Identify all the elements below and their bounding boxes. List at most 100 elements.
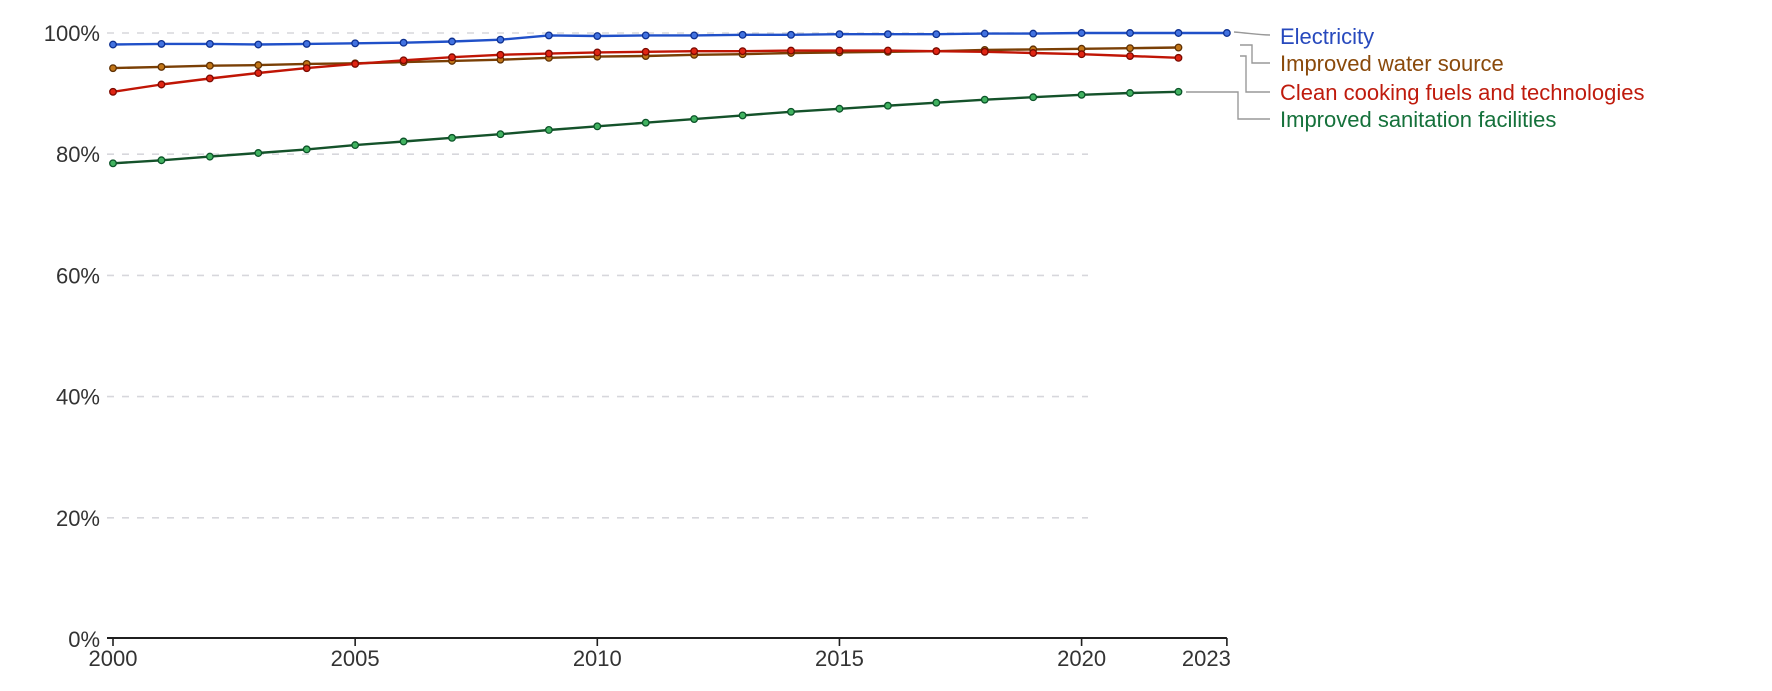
data-point-electricity-2019 [1029, 29, 1038, 38]
data-point-electricity-2014 [787, 30, 795, 39]
series-electricity [109, 29, 1231, 49]
data-point-sanitation-2015 [835, 104, 844, 113]
x-axis [107, 637, 1228, 646]
data-point-cooking-2003 [254, 69, 263, 77]
data-point-sanitation-2002 [205, 152, 214, 161]
x-tick-label-2020: 2020 [1057, 646, 1106, 671]
data-point-electricity-2021 [1126, 29, 1134, 37]
data-point-cooking-2005 [351, 59, 360, 68]
data-point-cooking-2011 [641, 47, 650, 56]
data-point-electricity-2001 [157, 39, 166, 48]
data-point-electricity-2013 [738, 30, 747, 39]
series-sanitation [109, 87, 1183, 168]
y-tick-label-100: 100% [44, 21, 100, 46]
data-point-sanitation-2018 [980, 95, 989, 104]
data-point-cooking-2000 [109, 87, 117, 96]
data-point-cooking-2020 [1077, 50, 1086, 59]
data-point-electricity-2022 [1174, 29, 1183, 37]
data-point-electricity-2023 [1222, 29, 1231, 37]
data-point-cooking-2015 [835, 46, 844, 55]
data-point-cooking-2008 [496, 50, 505, 59]
data-point-electricity-2020 [1077, 29, 1086, 37]
data-point-water-2022 [1174, 43, 1183, 52]
data-point-water-2003 [254, 61, 263, 70]
data-point-cooking-2021 [1126, 52, 1134, 60]
data-point-water-2001 [157, 62, 166, 71]
data-point-water-2002 [205, 61, 214, 70]
legend-label-improved-sanitation[interactable]: Improved sanitation facilities [1280, 107, 1557, 132]
data-point-cooking-2009 [544, 49, 553, 58]
connector-sanitation [1186, 91, 1270, 120]
data-point-sanitation-2022 [1174, 87, 1183, 96]
y-tick-label-0: 0% [68, 627, 100, 652]
data-point-sanitation-2011 [641, 118, 650, 127]
legend-label-clean-cooking-fuels[interactable]: Clean cooking fuels and technologies [1280, 80, 1645, 105]
data-point-cooking-2001 [157, 80, 166, 89]
data-point-sanitation-2014 [787, 107, 795, 116]
x-tick-label-2015: 2015 [815, 646, 864, 671]
data-point-electricity-2018 [980, 29, 989, 38]
data-point-water-2021 [1126, 44, 1134, 53]
data-point-electricity-2011 [641, 31, 650, 40]
legend-label-improved-water-source[interactable]: Improved water source [1280, 51, 1504, 76]
data-point-cooking-2012 [690, 47, 699, 56]
data-point-electricity-2000 [109, 40, 117, 49]
data-point-sanitation-2001 [157, 156, 166, 165]
data-point-electricity-2012 [690, 31, 699, 40]
data-point-sanitation-2008 [496, 130, 505, 139]
data-point-cooking-2007 [448, 53, 456, 62]
data-point-cooking-2019 [1029, 49, 1038, 57]
data-point-electricity-2016 [883, 30, 892, 39]
y-tick-label-40: 40% [56, 385, 100, 410]
data-point-electricity-2009 [544, 31, 553, 40]
data-point-sanitation-2004 [302, 145, 311, 154]
data-point-sanitation-2006 [399, 137, 408, 146]
data-point-sanitation-2016 [883, 101, 892, 110]
data-point-cooking-2002 [205, 74, 214, 83]
data-point-cooking-2022 [1174, 53, 1183, 62]
data-point-electricity-2007 [448, 37, 456, 46]
data-point-cooking-2006 [399, 56, 408, 65]
data-point-sanitation-2017 [932, 98, 941, 107]
data-point-sanitation-2012 [690, 115, 699, 124]
data-point-cooking-2004 [302, 64, 311, 73]
data-point-cooking-2018 [980, 47, 989, 56]
data-point-cooking-2014 [787, 46, 795, 55]
data-point-sanitation-2000 [109, 159, 117, 168]
data-point-sanitation-2019 [1029, 93, 1038, 102]
series-cooking [109, 46, 1183, 96]
x-axis-labels: 2000 2005 2010 2015 2020 2023 [89, 646, 1231, 671]
data-point-sanitation-2010 [593, 122, 602, 131]
data-point-water-2000 [109, 64, 117, 73]
x-tick-label-2005: 2005 [331, 646, 380, 671]
y-tick-label-20: 20% [56, 506, 100, 531]
y-axis-labels: 0% 20% 40% 60% 80% 100% [44, 21, 100, 652]
data-point-sanitation-2009 [544, 126, 553, 134]
connector-water [1240, 44, 1270, 64]
y-tick-label-60: 60% [56, 263, 100, 288]
connector-cooking [1240, 55, 1270, 93]
data-point-sanitation-2003 [254, 149, 263, 157]
data-point-cooking-2017 [932, 47, 941, 56]
data-point-sanitation-2021 [1126, 89, 1134, 97]
data-point-electricity-2008 [496, 35, 505, 44]
data-point-electricity-2010 [593, 32, 602, 40]
data-point-sanitation-2020 [1077, 90, 1086, 99]
x-tick-label-2023: 2023 [1182, 646, 1231, 671]
x-tick-label-2000: 2000 [89, 646, 138, 671]
series-line-sanitation [112, 90, 1179, 165]
data-point-electricity-2015 [835, 30, 844, 39]
data-point-electricity-2003 [254, 40, 263, 49]
series-line-electricity [112, 31, 1227, 46]
data-point-cooking-2016 [883, 46, 892, 55]
x-tick-label-2010: 2010 [573, 646, 622, 671]
data-point-cooking-2013 [738, 47, 747, 56]
legend-connectors [1186, 31, 1271, 120]
legend-label-electricity[interactable]: Electricity [1280, 24, 1375, 49]
series-water [109, 43, 1183, 73]
data-point-sanitation-2005 [351, 141, 360, 150]
gridlines [107, 32, 1088, 519]
